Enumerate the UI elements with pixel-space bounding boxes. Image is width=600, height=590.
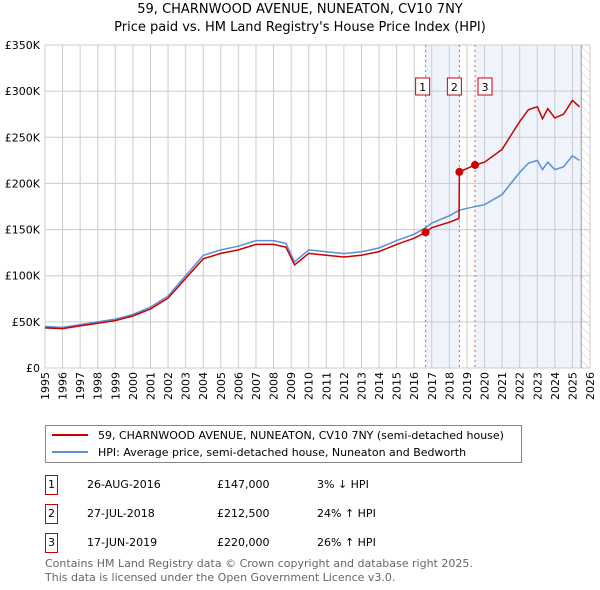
x-tick-label: 2015 [391,372,404,400]
x-tick-label: 1996 [57,372,70,400]
x-tick-label: 2012 [338,372,351,400]
x-tick-label: 2025 [566,372,579,400]
transaction-price: £147,000 [217,478,270,491]
shaded-period [425,45,460,368]
footer: Contains HM Land Registry data © Crown c… [45,557,473,585]
y-tick-label: £250K [5,131,41,144]
x-tick-label: 2019 [461,372,474,400]
transaction-price: £212,500 [217,507,270,520]
x-tick-label: 2026 [584,372,597,400]
sale-label-box [415,77,431,96]
transaction-badge: 2 [45,504,58,524]
sale-point [471,160,480,169]
chart-subtitle: Price paid vs. HM Land Registry's House … [114,20,486,35]
footer-line: This data is licensed under the Open Gov… [45,571,396,584]
x-tick-label: 2009 [285,372,298,400]
x-tick-label: 2017 [426,372,439,400]
transaction-date: 27-JUL-2018 [87,507,155,520]
x-tick-label: 2024 [549,372,562,400]
transaction-hpi: 3% ↓ HPI [317,478,369,491]
x-tick-label: 2006 [232,372,245,400]
sale-label-box [477,77,493,96]
x-tick-label: 2023 [531,372,544,400]
x-tick-label: 1995 [39,372,52,400]
transaction-hpi: 26% ↑ HPI [317,536,376,549]
transaction-badge: 3 [45,533,58,553]
property-price-line [44,99,581,330]
x-tick-label: 2008 [268,372,281,400]
plot-area: 1995 1996 1997 1998 1999 2000 2001 2002 2003 2004… [5,39,597,400]
x-tick-label: 2018 [443,372,456,400]
transaction-date: 17-JUN-2019 [87,536,158,549]
legend-swatch [52,451,88,453]
y-tick-label: £100K [5,270,41,283]
y-tick-label: £300K [5,85,41,98]
y-tick-label: £200K [5,177,41,190]
x-tick-label: 1997 [74,372,87,400]
x-tick-label: 2004 [197,372,210,400]
legend-label: HPI: Average price, semi-detached house,… [98,445,467,459]
x-tick-label: 2016 [408,372,421,400]
x-tick-label: 2007 [250,372,263,400]
shaded-period [475,45,582,368]
legend-item-property: 59, CHARNWOOD AVENUE, NUNEATON, CV10 7NY… [52,427,504,443]
sale-label: 2 [451,81,458,94]
transaction-row: 1 26-AUG-2016 £147,000 3% ↓ HPI [45,475,445,495]
sale-label-box [446,77,462,96]
footer-line: Contains HM Land Registry data © Crown c… [45,557,473,570]
forecast-hatch [581,45,590,368]
x-tick-label: 2014 [373,372,386,400]
legend-swatch [52,434,88,436]
sale-point [421,228,430,237]
y-tick-label: £0 [26,362,40,375]
transaction-row: 3 17-JUN-2019 £220,000 26% ↑ HPI [45,533,445,553]
x-tick-label: 2005 [215,372,228,400]
transaction-date: 26-AUG-2016 [87,478,161,491]
legend: 59, CHARNWOOD AVENUE, NUNEATON, CV10 7NY… [45,425,522,463]
x-tick-label: 2003 [180,372,193,400]
hpi-line [44,154,580,329]
transaction-row: 2 27-JUL-2018 £212,500 24% ↑ HPI [45,504,445,524]
x-tick-label: 1999 [109,372,122,400]
x-tick-label: 2013 [355,372,368,400]
transaction-hpi: 24% ↑ HPI [317,507,376,520]
legend-label: 59, CHARNWOOD AVENUE, NUNEATON, CV10 7NY… [98,428,504,442]
x-tick-label: 2021 [496,372,509,400]
x-tick-label: 2022 [514,372,527,400]
legend-item-hpi: HPI: Average price, semi-detached house,… [52,444,466,460]
chart-title: 59, CHARNWOOD AVENUE, NUNEATON, CV10 7NY [137,2,463,17]
transaction-badge: 1 [45,475,58,495]
y-tick-label: £150K [5,224,41,237]
x-tick-label: 2011 [320,372,333,400]
sale-point [455,167,464,176]
x-tick-label: 2020 [479,372,492,400]
sale-label: 1 [419,81,426,94]
x-tick-label: 2002 [162,372,175,400]
y-tick-label: £50K [12,316,41,329]
x-tick-label: 2001 [144,372,157,400]
transaction-price: £220,000 [217,536,270,549]
y-tick-label: £350K [5,39,41,52]
sale-label: 3 [482,81,489,94]
x-tick-label: 1998 [92,372,105,400]
x-tick-label: 2000 [127,372,140,400]
x-tick-label: 2010 [303,372,316,400]
